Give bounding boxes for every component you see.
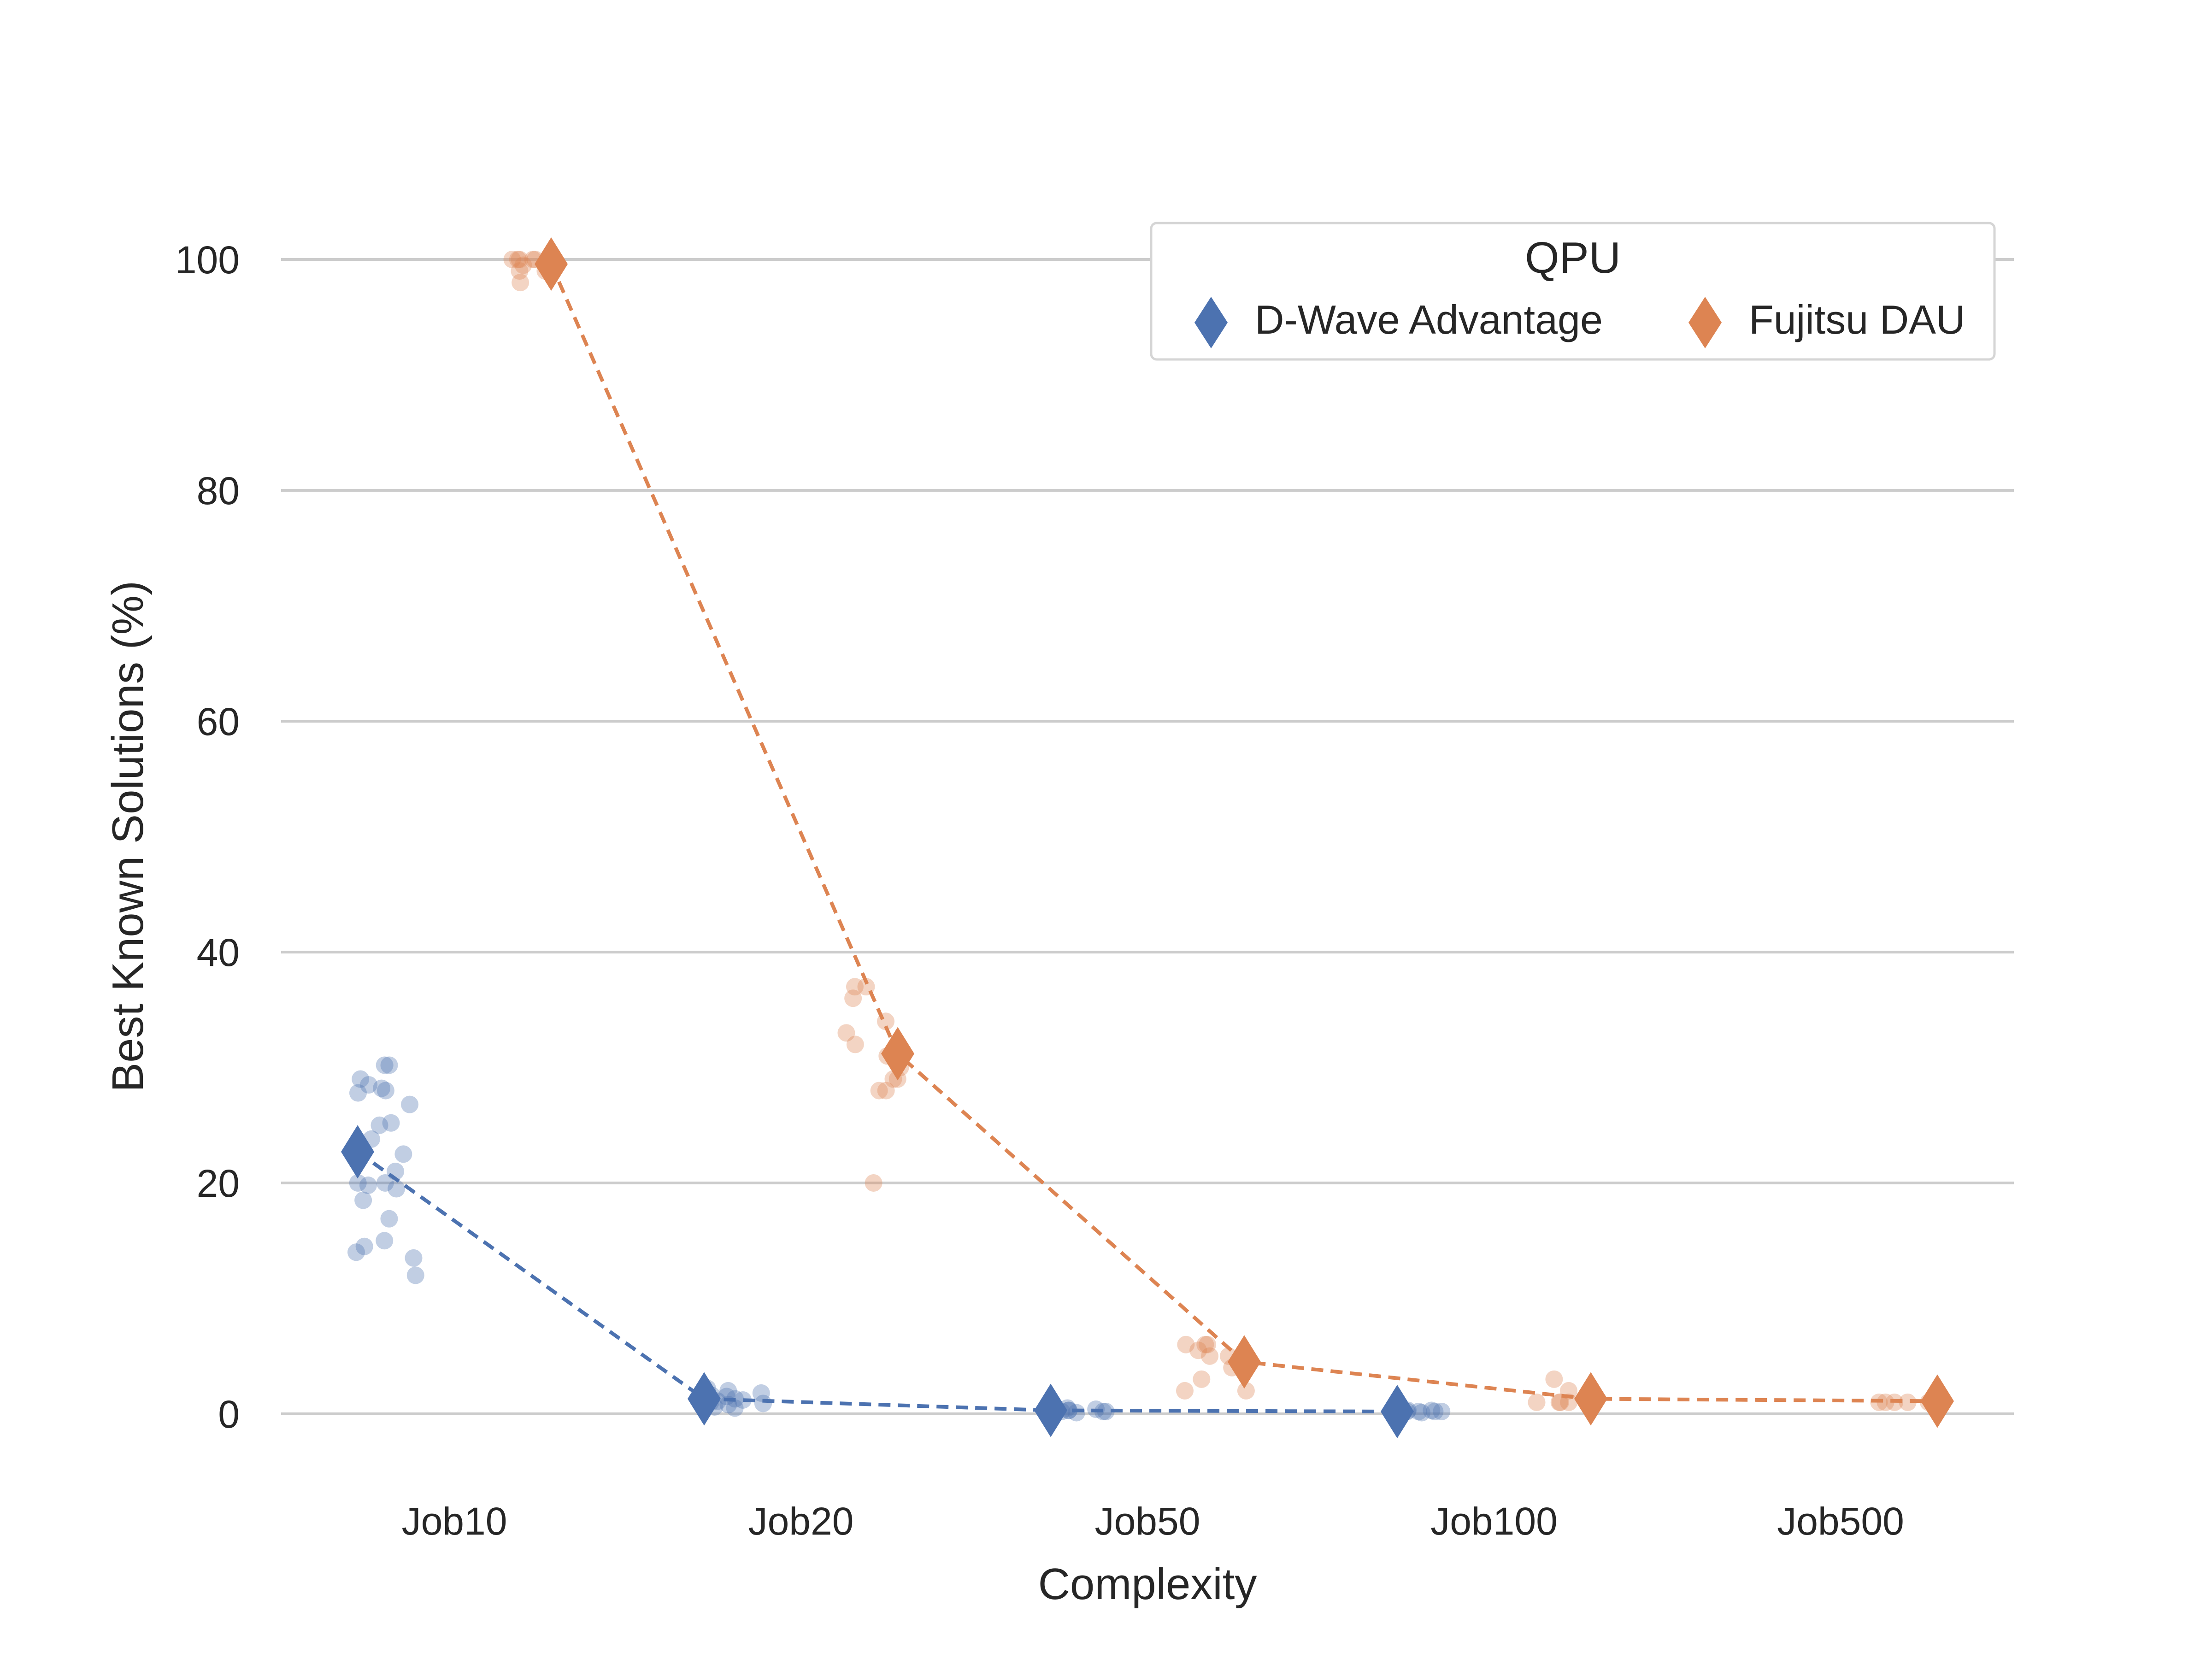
grid-lines <box>281 258 2014 1415</box>
data-point <box>509 251 527 268</box>
data-point <box>726 1399 744 1417</box>
series-line <box>549 263 1938 1403</box>
mean-marker <box>688 1372 721 1426</box>
legend-marker <box>1688 297 1722 348</box>
data-point <box>1551 1393 1569 1411</box>
data-point <box>511 251 529 268</box>
data-point <box>376 1174 394 1192</box>
data-point <box>1545 1370 1563 1388</box>
data-point <box>754 1394 772 1412</box>
data-point <box>380 1210 398 1228</box>
data-point <box>354 1191 372 1209</box>
data-point <box>1097 1402 1115 1420</box>
data-point <box>752 1384 770 1402</box>
data-point <box>376 1056 394 1074</box>
legend-items: D-Wave Advantage Fujitsu DAU <box>1194 297 1965 348</box>
data-point <box>1199 1335 1217 1353</box>
data-point <box>405 1249 423 1267</box>
y-tick-label: 80 <box>197 469 240 512</box>
y-tick-label: 100 <box>175 238 240 282</box>
data-point <box>1193 1370 1211 1388</box>
data-point <box>719 1382 737 1400</box>
data-point <box>1410 1402 1428 1420</box>
data-point <box>514 256 532 274</box>
mean-marker <box>341 1125 374 1179</box>
data-point <box>846 1035 864 1053</box>
data-point <box>1899 1393 1917 1411</box>
mean-lines <box>356 263 1938 1413</box>
data-points <box>347 251 1944 1422</box>
mean-marker <box>1574 1372 1607 1426</box>
x-tick-label: Job50 <box>1095 1500 1200 1543</box>
data-point <box>376 1232 394 1250</box>
data-point <box>1201 1347 1219 1365</box>
data-point <box>844 989 862 1007</box>
data-point <box>1176 1382 1194 1400</box>
data-point <box>406 1266 424 1284</box>
data-point <box>377 1082 394 1100</box>
legend-marker <box>1194 297 1228 348</box>
data-point <box>865 1174 882 1192</box>
legend-label: Fujitsu DAU <box>1749 297 1965 342</box>
data-point <box>846 978 864 996</box>
data-point <box>877 1082 895 1100</box>
data-point <box>734 1391 752 1409</box>
mean-marker <box>1381 1384 1414 1438</box>
data-point <box>1426 1402 1444 1420</box>
data-point <box>349 1174 367 1192</box>
data-point <box>1196 1335 1214 1353</box>
y-axis-ticks: 0 20 40 60 80 100 <box>175 238 240 1436</box>
data-point <box>1423 1401 1441 1419</box>
legend-label: D-Wave Advantage <box>1255 297 1603 342</box>
data-point <box>349 1084 367 1102</box>
data-point <box>1067 1404 1085 1422</box>
x-tick-label: Job20 <box>748 1500 854 1543</box>
data-point <box>360 1076 378 1094</box>
data-point <box>373 1079 391 1097</box>
data-point <box>347 1243 365 1261</box>
y-tick-label: 20 <box>197 1162 240 1205</box>
data-point <box>359 1177 377 1194</box>
data-point <box>388 1180 406 1198</box>
y-tick-label: 40 <box>197 931 240 974</box>
data-point <box>512 274 529 292</box>
x-axis-label: Complexity <box>1038 1559 1257 1609</box>
mean-markers <box>341 237 1954 1438</box>
data-point <box>1189 1341 1207 1359</box>
x-tick-label: Job100 <box>1430 1500 1558 1543</box>
mean-marker <box>881 1027 914 1081</box>
legend-title: QPU <box>1525 233 1621 282</box>
data-point <box>1528 1393 1546 1411</box>
mean-marker <box>1921 1374 1954 1428</box>
data-point <box>352 1070 370 1088</box>
mean-marker <box>535 237 568 291</box>
data-point <box>1877 1393 1894 1411</box>
x-axis-ticks: Job10 Job20 Job50 Job100 Job500 <box>402 1500 1904 1543</box>
y-tick-label: 0 <box>218 1393 240 1436</box>
data-point <box>401 1095 419 1113</box>
data-point <box>1550 1393 1568 1411</box>
y-tick-label: 60 <box>197 700 240 743</box>
data-point <box>1433 1402 1451 1420</box>
data-point <box>837 1024 855 1042</box>
data-point <box>355 1237 373 1255</box>
data-point <box>1237 1382 1255 1400</box>
mean-marker <box>1228 1335 1261 1389</box>
x-tick-label: Job500 <box>1777 1500 1904 1543</box>
data-point <box>394 1145 412 1163</box>
data-point <box>511 262 529 280</box>
data-point <box>503 251 521 268</box>
mean-marker <box>1034 1383 1067 1437</box>
y-axis-label: Best Known Solutions (%) <box>103 581 153 1092</box>
x-tick-label: Job10 <box>402 1500 507 1543</box>
legend: QPU D-Wave Advantage Fujitsu DAU <box>1150 222 1996 361</box>
data-point <box>371 1116 388 1134</box>
data-point <box>1177 1335 1195 1353</box>
legend-box <box>1150 222 1996 361</box>
data-point <box>382 1114 400 1132</box>
data-point <box>1413 1404 1431 1422</box>
data-point <box>380 1056 398 1074</box>
data-point <box>870 1082 888 1100</box>
